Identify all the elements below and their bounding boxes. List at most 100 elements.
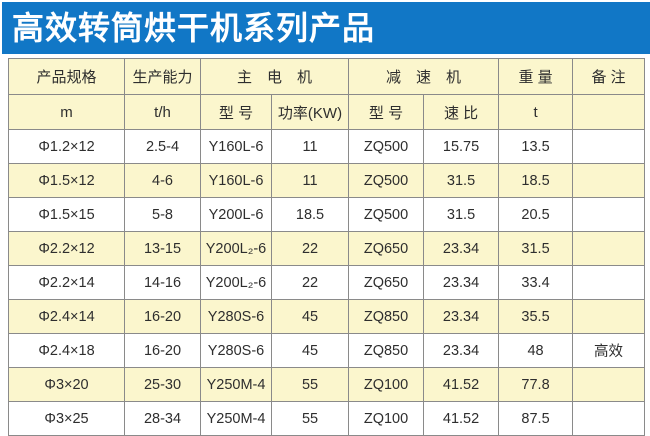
table-cell: 55 bbox=[270, 401, 350, 436]
header-group-row: 产品规格 生产能力主 电 机减 速 机重 量备 注 bbox=[8, 58, 646, 95]
table-cell: 33.4 bbox=[498, 265, 574, 300]
table-cell: 31.5 bbox=[423, 197, 500, 232]
table-cell: 2.5-4 bbox=[124, 129, 201, 164]
table-row: Φ3×20 25-30 Y250M-4 55 ZQ100 41.52 77.8 bbox=[8, 367, 646, 402]
table-cell: 16-20 bbox=[124, 299, 201, 334]
page-title: 高效转筒烘干机系列产品 bbox=[12, 10, 376, 46]
table-cell: Y250M-4 bbox=[200, 401, 272, 436]
table-cell bbox=[572, 367, 646, 402]
table-cell: 31.5 bbox=[423, 163, 500, 198]
table-cell: Y200L-6 bbox=[200, 197, 272, 232]
table-cell: 13-15 bbox=[124, 231, 201, 266]
title-banner: 高效转筒烘干机系列产品 bbox=[2, 2, 650, 54]
table-cell bbox=[572, 129, 646, 164]
column-unit-header bbox=[572, 94, 646, 130]
table-cell: 18.5 bbox=[270, 197, 350, 232]
table-cell: 41.52 bbox=[423, 401, 500, 436]
table-row: Φ1.5×15 5-8 Y200L-6 18.5 ZQ500 31.5 20.5 bbox=[8, 197, 646, 232]
table-cell: Φ2.2×14 bbox=[8, 265, 125, 300]
table-header: 产品规格 生产能力主 电 机减 速 机重 量备 注 m t/h 型 号功率(KW) 型 号… bbox=[8, 58, 646, 130]
column-unit-header: 型 号 bbox=[200, 94, 272, 130]
table-cell: ZQ850 bbox=[348, 299, 425, 334]
table-cell: Φ1.5×12 bbox=[8, 163, 125, 198]
table-cell: 11 bbox=[270, 129, 350, 164]
table-cell: 28-34 bbox=[124, 401, 201, 436]
table-cell: 23.34 bbox=[423, 333, 500, 368]
table-cell: 16-20 bbox=[124, 333, 201, 368]
table-cell: Y280S-6 bbox=[200, 299, 272, 334]
table-cell: Φ1.5×15 bbox=[8, 197, 125, 232]
table-cell: 23.34 bbox=[423, 231, 500, 266]
table-cell: Φ1.2×12 bbox=[8, 129, 125, 164]
table-cell: ZQ850 bbox=[348, 333, 425, 368]
table-cell bbox=[572, 163, 646, 198]
table-cell: Y200L₂-6 bbox=[200, 231, 272, 266]
table-cell: 4-6 bbox=[124, 163, 201, 198]
table-cell: 41.52 bbox=[423, 367, 500, 402]
table-cell: ZQ500 bbox=[348, 197, 425, 232]
table-cell: 22 bbox=[270, 265, 350, 300]
column-group-header: 生产能力 bbox=[124, 58, 201, 95]
table-cell bbox=[572, 265, 646, 300]
table-cell: 5-8 bbox=[124, 197, 201, 232]
table-row: Φ3×25 28-34 Y250M-4 55 ZQ100 41.52 87.5 bbox=[8, 401, 646, 436]
column-unit-header: m bbox=[8, 94, 125, 130]
table-cell: Φ3×20 bbox=[8, 367, 125, 402]
column-group-header: 备 注 bbox=[572, 58, 646, 95]
column-unit-header: t/h bbox=[124, 94, 201, 130]
table-cell bbox=[572, 231, 646, 266]
table-cell: 高效 bbox=[572, 333, 646, 368]
table-cell: 35.5 bbox=[498, 299, 574, 334]
table-cell: 77.8 bbox=[498, 367, 574, 402]
table-cell: Φ3×25 bbox=[8, 401, 125, 436]
table-cell: ZQ100 bbox=[348, 367, 425, 402]
column-group-header: 产品规格 bbox=[8, 58, 125, 95]
table-cell: 25-30 bbox=[124, 367, 201, 402]
column-unit-header: t bbox=[498, 94, 574, 130]
column-unit-header: 功率(KW) bbox=[270, 94, 350, 130]
table-cell: 23.34 bbox=[423, 265, 500, 300]
table-cell: ZQ100 bbox=[348, 401, 425, 436]
table-cell: 55 bbox=[270, 367, 350, 402]
table-cell: 23.34 bbox=[423, 299, 500, 334]
table-row: Φ2.4×14 16-20 Y280S-6 45 ZQ850 23.34 35.5 bbox=[8, 299, 646, 334]
table-cell: Y160L-6 bbox=[200, 163, 272, 198]
table-row: Φ1.2×12 2.5-4 Y160L-6 11 ZQ500 15.75 13.5 bbox=[8, 129, 646, 164]
table-cell: ZQ650 bbox=[348, 265, 425, 300]
table-cell: 87.5 bbox=[498, 401, 574, 436]
product-spec-table: 产品规格 生产能力主 电 机减 速 机重 量备 注 m t/h 型 号功率(KW) 型 号… bbox=[8, 58, 646, 436]
table-cell: 22 bbox=[270, 231, 350, 266]
table-cell: 14-16 bbox=[124, 265, 201, 300]
table-cell: 31.5 bbox=[498, 231, 574, 266]
table-cell: Φ2.4×14 bbox=[8, 299, 125, 334]
table-cell bbox=[572, 401, 646, 436]
column-group-header: 减 速 机 bbox=[348, 58, 500, 95]
table-cell: 11 bbox=[270, 163, 350, 198]
column-unit-header: 速 比 bbox=[423, 94, 500, 130]
table-cell: Y280S-6 bbox=[200, 333, 272, 368]
table-cell: Y200L₂-6 bbox=[200, 265, 272, 300]
table-cell bbox=[572, 299, 646, 334]
table-cell: 15.75 bbox=[423, 129, 500, 164]
table-body: Φ1.2×12 2.5-4 Y160L-6 11 ZQ500 15.75 13.5 Φ1.5×… bbox=[8, 129, 646, 436]
column-group-header: 主 电 机 bbox=[199, 58, 350, 95]
column-unit-header: 型 号 bbox=[348, 94, 425, 130]
table-cell: 45 bbox=[270, 299, 350, 334]
table-cell: ZQ650 bbox=[348, 231, 425, 266]
table-cell: 20.5 bbox=[498, 197, 574, 232]
table-cell: Φ2.2×12 bbox=[8, 231, 125, 266]
table-cell: 13.5 bbox=[498, 129, 574, 164]
table-row: Φ2.2×14 14-16 Y200L₂-6 22 ZQ650 23.34 33.4 bbox=[8, 265, 646, 300]
table-row: Φ2.4×18 16-20 Y280S-6 45 ZQ850 23.34 48 高效 bbox=[8, 333, 646, 368]
table-cell: Y160L-6 bbox=[200, 129, 272, 164]
table-cell: ZQ500 bbox=[348, 129, 425, 164]
table-cell: 45 bbox=[270, 333, 350, 368]
table-cell: Φ2.4×18 bbox=[8, 333, 125, 368]
table-row: Φ1.5×12 4-6 Y160L-6 11 ZQ500 31.5 18.5 bbox=[8, 163, 646, 198]
table-cell: Y250M-4 bbox=[200, 367, 272, 402]
table-cell: ZQ500 bbox=[348, 163, 425, 198]
column-group-header: 重 量 bbox=[498, 58, 574, 95]
table-row: Φ2.2×12 13-15 Y200L₂-6 22 ZQ650 23.34 31.5 bbox=[8, 231, 646, 266]
table-cell: 48 bbox=[498, 333, 574, 368]
